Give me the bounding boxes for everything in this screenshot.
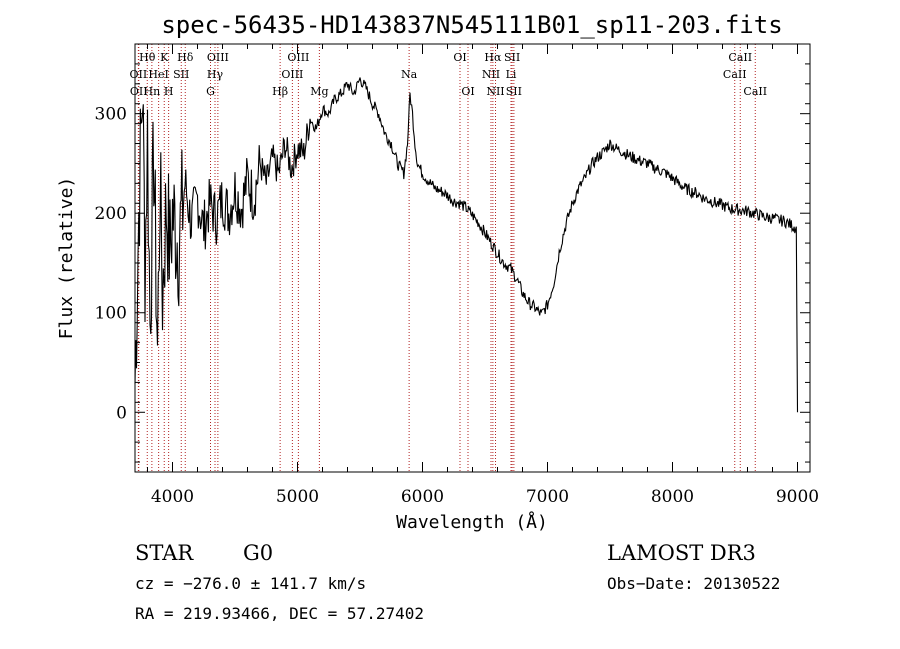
line-marker-label: OIII [287, 51, 309, 64]
x-axis-label: Wavelength (Å) [396, 511, 548, 533]
x-tick-label: 6000 [401, 487, 444, 507]
line-markers [137, 44, 756, 472]
x-tick-label: 4000 [151, 487, 194, 507]
redshift-readout: cz = −276.0 ± 141.7 km/s [135, 574, 366, 593]
line-marker-label: Hα [484, 51, 502, 64]
y-tick-label: 0 [116, 403, 127, 423]
line-marker-label: OI [461, 85, 474, 98]
line-marker-label: HeI [148, 68, 168, 81]
line-marker-label: CaII [723, 68, 747, 81]
line-marker-label: Hθ [139, 51, 156, 64]
line-marker-label: SII [504, 51, 520, 64]
line-marker-label: OII [130, 85, 148, 98]
y-tick-label: 100 [95, 304, 127, 324]
line-marker-label: Mg [310, 85, 328, 98]
spectral-subclass: G0 [243, 541, 273, 565]
line-marker-label: CaII [743, 85, 767, 98]
survey-name: LAMOST DR3 [607, 541, 756, 565]
line-marker-label: NII [486, 85, 504, 98]
line-marker-label: K [160, 51, 169, 64]
line-marker-label: Hβ [272, 85, 288, 98]
line-marker-label: SII [506, 85, 522, 98]
line-marker-label: Na [401, 68, 418, 81]
x-tick-label: 5000 [276, 487, 319, 507]
spectrum-line [134, 77, 799, 413]
y-tick-label: 300 [95, 105, 127, 125]
observation-date: Obs−Date: 20130522 [607, 574, 780, 593]
line-marker-label: Hn [144, 85, 161, 98]
y-axis-ticks: 0 100 200 300 [95, 63, 810, 463]
line-marker-label: Li [506, 68, 517, 81]
line-marker-label: OIII [207, 51, 229, 64]
x-tick-label: 8000 [651, 487, 694, 507]
line-marker-label: H [164, 85, 174, 98]
x-tick-label: 7000 [526, 487, 569, 507]
line-marker-label: OIII [281, 68, 303, 81]
line-marker-label: OII [130, 68, 148, 81]
line-marker-label: SII [173, 68, 189, 81]
chart-title: spec-56435-HD143837N545111B01_sp11-203.f… [161, 11, 782, 39]
line-marker-label: Hδ [177, 51, 194, 64]
line-marker-label: NII [482, 68, 500, 81]
coordinates-readout: RA = 219.93466, DEC = 57.27402 [135, 604, 424, 623]
line-marker-labels: Hθ OII OII K HeI Hn Hδ SII H OIII Hγ G OIII OIII Hβ Mg N… [130, 51, 768, 98]
y-tick-label: 200 [95, 204, 127, 224]
x-tick-label: 9000 [776, 487, 819, 507]
line-marker-label: G [206, 85, 215, 98]
line-marker-label: CaII [728, 51, 752, 64]
y-axis-label: Flux (relative) [56, 177, 77, 340]
line-marker-label: OI [453, 51, 466, 64]
object-type: STAR [135, 541, 194, 565]
plot-frame [134, 43, 811, 473]
x-axis-ticks: 4000 5000 6000 7000 8000 9000 [147, 44, 819, 507]
line-marker-label: Hγ [207, 68, 224, 81]
